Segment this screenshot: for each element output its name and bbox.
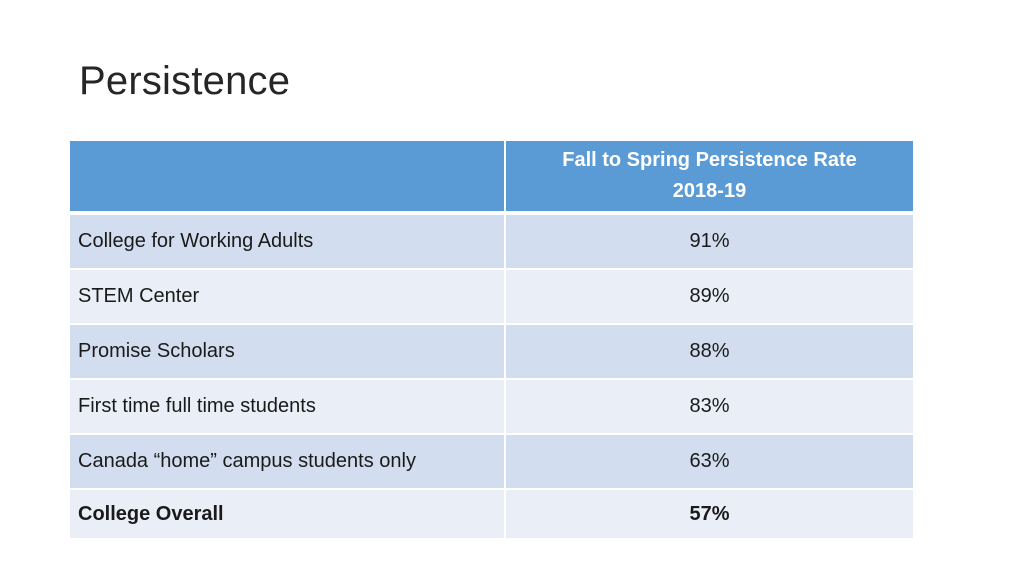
row-value: 83%	[506, 379, 913, 434]
table-row-overall: College Overall 57%	[70, 489, 913, 539]
table-row: First time full time students 83%	[70, 379, 913, 434]
row-label: Promise Scholars	[70, 324, 506, 379]
row-label: First time full time students	[70, 379, 506, 434]
row-label-overall: College Overall	[70, 489, 506, 539]
header-rate-column: Fall to Spring Persistence Rate 2018-19	[506, 141, 913, 214]
row-value: 91%	[506, 214, 913, 269]
header-rate-title: Fall to Spring Persistence Rate	[562, 149, 857, 171]
row-value: 89%	[506, 269, 913, 324]
table-row: STEM Center 89%	[70, 269, 913, 324]
header-rate-year: 2018-19	[672, 180, 747, 202]
page-title: Persistence	[79, 59, 291, 103]
table-header-row: Fall to Spring Persistence Rate 2018-19	[70, 141, 913, 214]
table-row: College for Working Adults 91%	[70, 214, 913, 269]
row-label: College for Working Adults	[70, 214, 506, 269]
persistence-table: Fall to Spring Persistence Rate 2018-19 …	[70, 141, 913, 539]
table-row: Promise Scholars 88%	[70, 324, 913, 379]
row-label: Canada “home” campus students only	[70, 434, 506, 489]
table-row: Canada “home” campus students only 63%	[70, 434, 913, 489]
row-label: STEM Center	[70, 269, 506, 324]
row-value-overall: 57%	[506, 489, 913, 539]
row-value: 63%	[506, 434, 913, 489]
header-blank-cell	[70, 141, 506, 214]
row-value: 88%	[506, 324, 913, 379]
